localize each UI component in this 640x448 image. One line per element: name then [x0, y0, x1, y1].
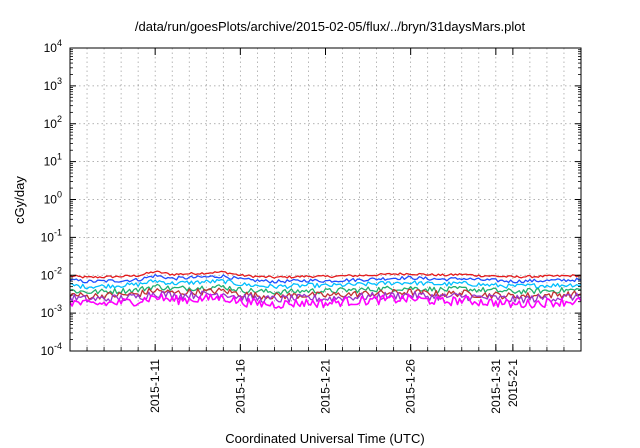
- x-tick-label: 2015-1-31: [489, 359, 503, 414]
- series-layer: [69, 270, 582, 309]
- y-tick-exponent: -2: [54, 265, 62, 275]
- x-tick-labels: 2015-1-11 2015-1-16 2015-1-21 2015-1-26 2015…: [148, 359, 520, 414]
- x-tick-label: 2015-1-11: [148, 359, 162, 413]
- y-tick-exponent: -1: [54, 227, 62, 237]
- y-tick-exponent: 2: [57, 114, 62, 124]
- series-line-0: [69, 270, 582, 279]
- y-tick-exponent: -3: [54, 303, 62, 313]
- series-line-6: [69, 293, 582, 309]
- y-tick-exponent: 3: [57, 76, 62, 86]
- series-line-3: [69, 283, 582, 296]
- y-axis-label: cGy/day: [12, 176, 27, 224]
- y-tick-label: 104: [44, 38, 62, 55]
- series-line-5: [69, 290, 582, 304]
- y-tick-label: 10-2: [41, 265, 62, 282]
- y-tick-exponent: 1: [57, 152, 62, 162]
- y-tick-exponent: 4: [57, 38, 62, 48]
- y-tick-label: 100: [44, 190, 62, 207]
- y-tick-label: 101: [44, 152, 62, 169]
- series-line-4: [69, 287, 582, 300]
- x-tick-label: 2015-2-1: [506, 359, 520, 407]
- x-tick-label: 2015-1-21: [319, 359, 333, 414]
- x-tick-label: 2015-1-26: [404, 359, 418, 414]
- y-tick-label: 10-1: [41, 227, 62, 244]
- y-tick-label: 103: [44, 76, 62, 93]
- series-line-2: [69, 278, 582, 290]
- series-line-1: [69, 273, 581, 284]
- y-tick-label: 10-3: [41, 303, 62, 320]
- ticks: [70, 47, 581, 352]
- chart-title: /data/run/goesPlots/archive/2015-02-05/f…: [135, 19, 526, 34]
- x-tick-label: 2015-1-16: [233, 359, 247, 414]
- y-tick-label: 102: [44, 114, 62, 131]
- x-axis-label: Coordinated Universal Time (UTC): [225, 431, 424, 446]
- y-tick-exponent: 0: [57, 190, 62, 200]
- y-tick-label: 10-4: [41, 341, 62, 358]
- y-tick-exponent: -4: [54, 341, 62, 351]
